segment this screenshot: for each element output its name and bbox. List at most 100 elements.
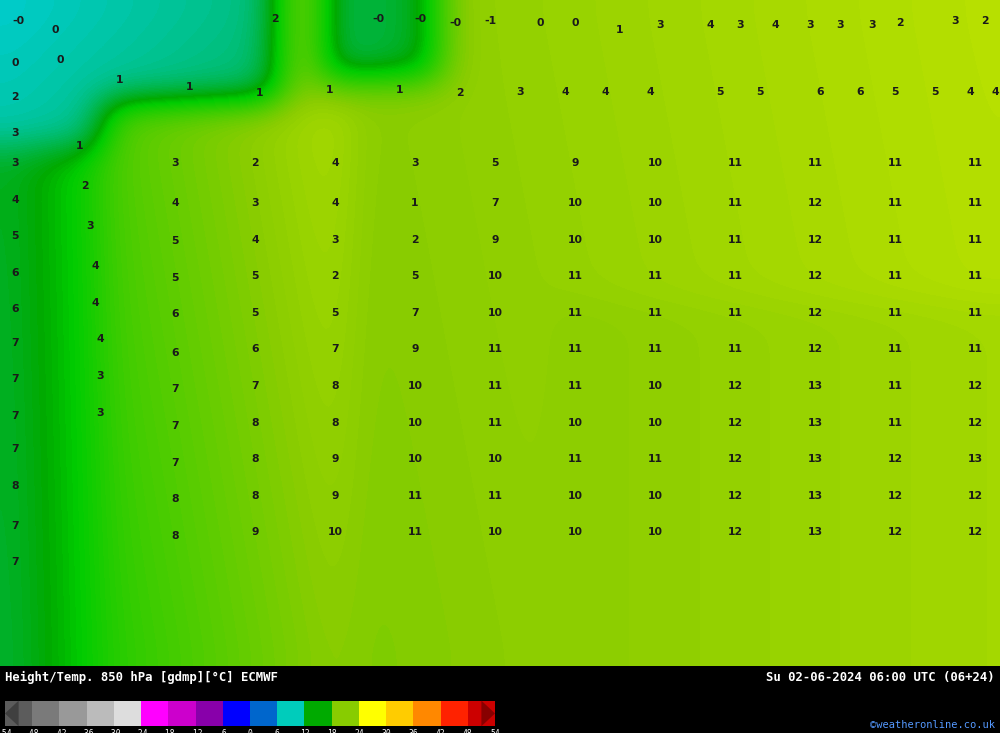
Text: 3: 3 bbox=[11, 128, 19, 138]
Text: 3: 3 bbox=[806, 21, 814, 30]
Text: 6: 6 bbox=[11, 304, 19, 314]
Text: 0: 0 bbox=[11, 58, 19, 68]
Text: 1: 1 bbox=[76, 141, 84, 152]
Text: 12: 12 bbox=[807, 198, 823, 208]
Text: 36: 36 bbox=[408, 729, 418, 733]
Text: 2: 2 bbox=[411, 235, 419, 245]
Text: 11: 11 bbox=[888, 308, 902, 318]
Text: 1: 1 bbox=[396, 85, 404, 95]
Text: 13: 13 bbox=[807, 454, 823, 464]
Bar bbox=[468, 701, 495, 726]
Text: 0: 0 bbox=[56, 55, 64, 65]
Text: 11: 11 bbox=[968, 158, 982, 168]
Text: 10: 10 bbox=[648, 235, 662, 245]
Text: 5: 5 bbox=[756, 86, 764, 97]
Text: 12: 12 bbox=[727, 381, 743, 391]
Text: 11: 11 bbox=[648, 345, 662, 355]
Text: 12: 12 bbox=[887, 528, 903, 537]
Text: 4: 4 bbox=[966, 86, 974, 97]
Text: 12: 12 bbox=[807, 235, 823, 245]
Text: 7: 7 bbox=[411, 308, 419, 318]
Text: 5: 5 bbox=[331, 308, 339, 318]
Text: 5: 5 bbox=[11, 232, 19, 241]
Text: 6: 6 bbox=[171, 347, 179, 358]
Text: 7: 7 bbox=[11, 338, 19, 347]
Text: 11: 11 bbox=[888, 381, 902, 391]
Text: 3: 3 bbox=[516, 86, 524, 97]
Text: 4: 4 bbox=[771, 21, 779, 30]
Text: 11: 11 bbox=[728, 308, 742, 318]
Bar bbox=[87, 701, 114, 726]
Text: 5: 5 bbox=[171, 236, 179, 246]
Text: 8: 8 bbox=[251, 454, 259, 464]
Text: 1: 1 bbox=[616, 25, 624, 35]
Text: 12: 12 bbox=[967, 418, 983, 427]
Text: 10: 10 bbox=[408, 454, 422, 464]
Text: 11: 11 bbox=[488, 418, 503, 427]
Text: 10: 10 bbox=[648, 418, 662, 427]
Text: 4: 4 bbox=[331, 158, 339, 168]
Polygon shape bbox=[481, 701, 495, 726]
Text: -0: -0 bbox=[449, 18, 461, 29]
Text: 3: 3 bbox=[96, 371, 104, 381]
Text: 2: 2 bbox=[271, 14, 279, 23]
Text: 3: 3 bbox=[736, 21, 744, 30]
Text: 5: 5 bbox=[891, 86, 899, 97]
Text: 10: 10 bbox=[568, 418, 582, 427]
Text: -0: -0 bbox=[372, 14, 384, 23]
Text: Su 02-06-2024 06:00 UTC (06+24): Su 02-06-2024 06:00 UTC (06+24) bbox=[766, 671, 995, 684]
Text: 7: 7 bbox=[11, 520, 19, 531]
Text: 48: 48 bbox=[463, 729, 473, 733]
Bar bbox=[304, 701, 332, 726]
Text: 2: 2 bbox=[81, 181, 89, 191]
Text: 11: 11 bbox=[568, 381, 582, 391]
Text: 12: 12 bbox=[887, 454, 903, 464]
Text: 7: 7 bbox=[331, 345, 339, 355]
Text: 0: 0 bbox=[248, 729, 252, 733]
Polygon shape bbox=[5, 701, 19, 726]
Text: 12: 12 bbox=[727, 491, 743, 501]
Text: 12: 12 bbox=[727, 454, 743, 464]
Text: -0: -0 bbox=[414, 14, 426, 23]
Text: -54: -54 bbox=[0, 729, 12, 733]
Text: -36: -36 bbox=[79, 729, 94, 733]
Text: 11: 11 bbox=[728, 158, 742, 168]
Bar bbox=[413, 701, 441, 726]
Text: 3: 3 bbox=[11, 158, 19, 168]
Bar bbox=[59, 701, 87, 726]
Text: 4: 4 bbox=[91, 261, 99, 271]
Text: 3: 3 bbox=[656, 21, 664, 30]
Text: 12: 12 bbox=[967, 528, 983, 537]
Text: 5: 5 bbox=[931, 86, 939, 97]
Text: 8: 8 bbox=[11, 481, 19, 491]
Text: 13: 13 bbox=[807, 381, 823, 391]
Text: 10: 10 bbox=[648, 198, 662, 208]
Text: 11: 11 bbox=[808, 158, 822, 168]
Text: 11: 11 bbox=[408, 491, 422, 501]
Text: 54: 54 bbox=[490, 729, 500, 733]
Text: 10: 10 bbox=[408, 381, 422, 391]
Text: 11: 11 bbox=[568, 454, 582, 464]
Text: 10: 10 bbox=[488, 271, 503, 281]
Text: 11: 11 bbox=[968, 308, 982, 318]
Text: 1: 1 bbox=[116, 75, 124, 85]
Text: 11: 11 bbox=[408, 528, 422, 537]
Bar bbox=[223, 701, 250, 726]
Text: 11: 11 bbox=[888, 158, 902, 168]
Text: 9: 9 bbox=[491, 235, 499, 245]
Text: 18: 18 bbox=[327, 729, 337, 733]
Text: 5: 5 bbox=[171, 273, 179, 283]
Text: 0: 0 bbox=[536, 18, 544, 29]
Text: 11: 11 bbox=[968, 271, 982, 281]
Text: 4: 4 bbox=[91, 298, 99, 308]
Text: 9: 9 bbox=[331, 454, 339, 464]
Text: 7: 7 bbox=[171, 421, 179, 431]
Text: 9: 9 bbox=[251, 528, 259, 537]
Text: 6: 6 bbox=[816, 86, 824, 97]
Text: 5: 5 bbox=[491, 158, 499, 168]
Text: 1: 1 bbox=[256, 88, 264, 98]
Text: 7: 7 bbox=[171, 457, 179, 468]
Text: 6: 6 bbox=[251, 345, 259, 355]
Text: 10: 10 bbox=[648, 491, 662, 501]
Text: 8: 8 bbox=[171, 494, 179, 504]
